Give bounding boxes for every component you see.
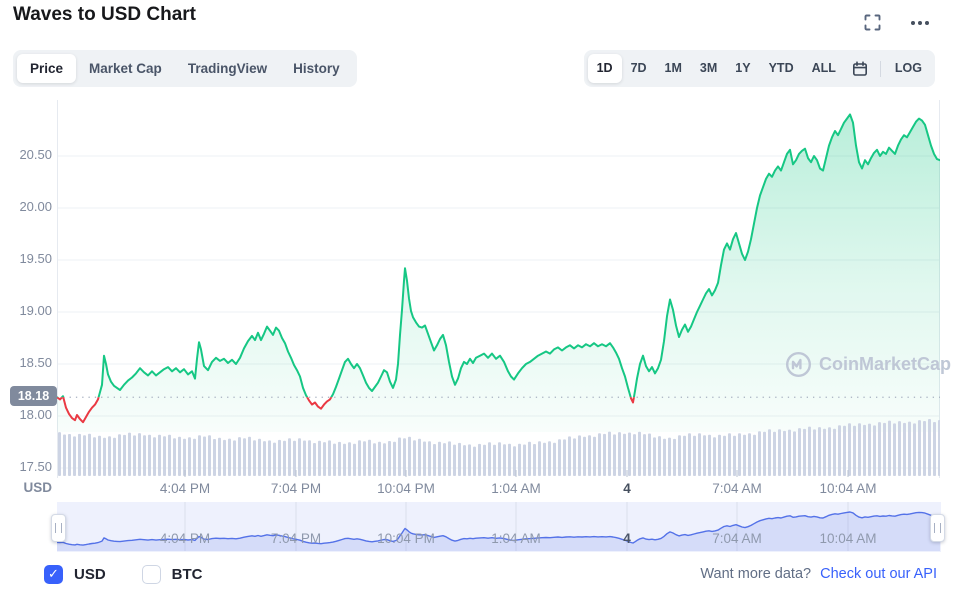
- minimap-tick-label: 10:04 AM: [819, 531, 877, 546]
- y-axis-tick-label: 20.50: [19, 147, 52, 162]
- chart-type-tabs: Price Market Cap TradingView History: [13, 50, 357, 87]
- range-ytd[interactable]: YTD: [760, 54, 803, 83]
- brush-handle-right[interactable]: [930, 514, 945, 542]
- more-options-button[interactable]: [909, 19, 931, 27]
- range-all[interactable]: ALL: [803, 54, 845, 83]
- tab-price[interactable]: Price: [17, 54, 77, 83]
- minimap-tick-label: 4: [623, 531, 631, 546]
- x-axis-tick-label: 7:04 AM: [712, 481, 762, 496]
- ellipsis-icon: [911, 20, 929, 25]
- fullscreen-icon: [864, 14, 881, 31]
- minimap-chart[interactable]: [56, 502, 941, 551]
- tab-tradingview[interactable]: TradingView: [175, 54, 280, 83]
- api-prompt: Want more data? Check out our API: [700, 566, 937, 582]
- tab-history[interactable]: History: [280, 54, 353, 83]
- open-price-badge: 18.18: [10, 386, 57, 406]
- range-7d[interactable]: 7D: [622, 54, 656, 83]
- y-axis-unit-label: USD: [23, 480, 52, 495]
- y-axis-tick-label: 18.00: [19, 407, 52, 422]
- log-scale-button[interactable]: LOG: [886, 54, 931, 83]
- time-range-toolbar: 1D 7D 1M 3M 1Y YTD ALL LOG: [583, 50, 935, 87]
- x-axis-tick-label: 10:04 PM: [377, 481, 435, 496]
- api-prompt-text: Want more data?: [700, 566, 812, 582]
- x-axis-tick-label: 4:04 PM: [159, 481, 211, 496]
- fullscreen-button[interactable]: [862, 12, 883, 33]
- calendar-icon: [852, 60, 868, 77]
- toolbar-divider: [879, 60, 881, 77]
- currency-toggle-usd[interactable]: ✓ USD: [44, 564, 106, 584]
- header-actions: [862, 12, 931, 33]
- range-1d[interactable]: 1D: [587, 54, 622, 83]
- minimap-tick-label: 4:04 PM: [159, 531, 211, 546]
- y-axis-tick-label: 19.50: [19, 251, 52, 266]
- tab-market-cap[interactable]: Market Cap: [76, 54, 175, 83]
- minimap-tick-label: 7:04 PM: [270, 531, 322, 546]
- range-1y[interactable]: 1Y: [726, 54, 759, 83]
- minimap-tick-label: 7:04 AM: [712, 531, 762, 546]
- y-axis-tick-label: 17.50: [19, 459, 52, 474]
- btc-label: BTC: [171, 565, 203, 583]
- x-axis-tick-label: 1:04 AM: [491, 481, 541, 496]
- y-axis-tick-label: 20.00: [19, 199, 52, 214]
- y-axis-tick-label: 19.00: [19, 303, 52, 318]
- y-axis-tick-label: 18.50: [19, 355, 52, 370]
- range-3m[interactable]: 3M: [691, 54, 726, 83]
- chart-footer: ✓ USD BTC Want more data? Check out our …: [44, 560, 937, 588]
- api-link[interactable]: Check out our API: [820, 566, 937, 582]
- minimap-tick-label: 10:04 PM: [377, 531, 435, 546]
- price-chart[interactable]: [56, 100, 941, 478]
- checkbox-usd-checked[interactable]: ✓: [44, 564, 63, 584]
- usd-label: USD: [74, 565, 106, 583]
- currency-toggle-btc[interactable]: BTC: [141, 564, 203, 584]
- brush-selected-region[interactable]: [57, 502, 941, 552]
- page-title: Waves to USD Chart: [13, 4, 196, 25]
- checkbox-btc-unchecked[interactable]: [141, 564, 161, 584]
- x-axis-tick-label: 4: [623, 481, 631, 496]
- range-1m[interactable]: 1M: [656, 54, 691, 83]
- calendar-button[interactable]: [845, 54, 875, 83]
- brush-handle-left[interactable]: [51, 514, 66, 542]
- minimap-tick-label: 1:04 AM: [491, 531, 541, 546]
- x-axis-tick-label: 10:04 AM: [819, 481, 877, 496]
- x-axis-tick-label: 7:04 PM: [270, 481, 322, 496]
